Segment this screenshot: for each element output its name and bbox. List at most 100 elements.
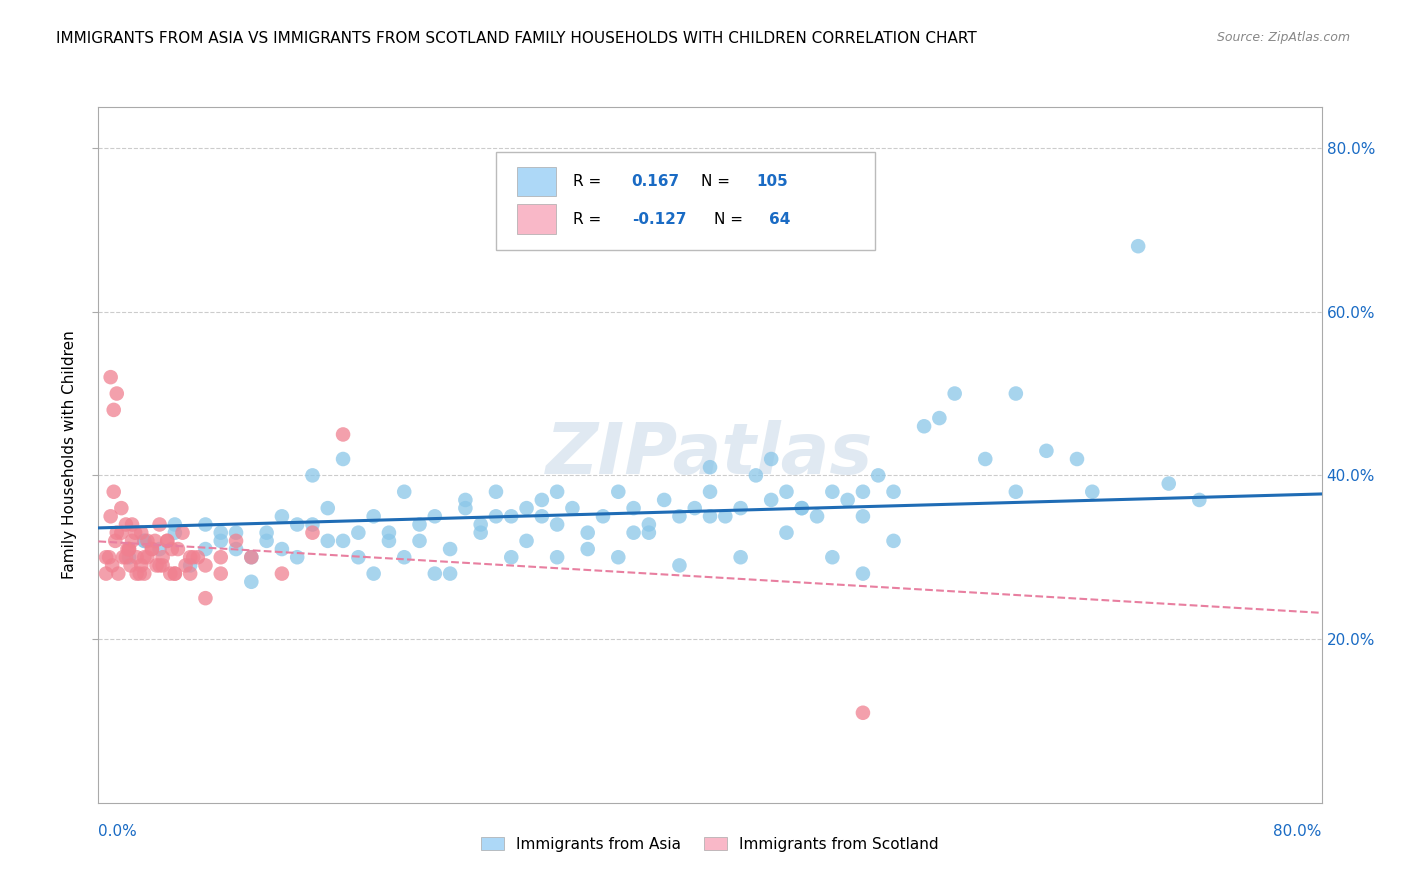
Point <box>501 509 523 524</box>
Text: IMMIGRANTS FROM ASIA VS IMMIGRANTS FROM SCOTLAND FAMILY HOUSEHOLDS WITH CHILDREN: IMMIGRANTS FROM ASIA VS IMMIGRANTS FROM … <box>56 31 977 46</box>
Point <box>301 468 323 483</box>
Point <box>110 525 132 540</box>
Point <box>240 550 263 565</box>
Point <box>128 566 150 581</box>
Point <box>285 517 308 532</box>
Point <box>1004 386 1026 401</box>
Point <box>668 509 690 524</box>
Point <box>115 517 138 532</box>
Point <box>332 452 354 467</box>
Point <box>790 501 813 516</box>
Point <box>607 550 630 565</box>
Point <box>134 533 156 548</box>
Point <box>883 484 905 499</box>
Point <box>105 386 128 401</box>
Point <box>209 566 232 581</box>
Point <box>94 550 117 565</box>
Point <box>125 550 148 565</box>
Point <box>136 533 159 548</box>
Point <box>806 509 828 524</box>
Point <box>301 525 323 540</box>
Point <box>530 509 553 524</box>
Point <box>1081 484 1104 499</box>
Point <box>714 509 737 524</box>
Point <box>974 452 997 467</box>
Point <box>134 566 156 581</box>
Point <box>1066 452 1088 467</box>
Text: N =: N = <box>702 174 735 189</box>
Point <box>1157 476 1180 491</box>
Point <box>129 525 152 540</box>
Point <box>209 525 232 540</box>
Point <box>439 542 461 557</box>
Point <box>637 525 661 540</box>
Point <box>683 501 706 516</box>
Point <box>408 517 430 532</box>
Point <box>423 566 446 581</box>
Point <box>561 501 583 516</box>
Point <box>100 370 122 384</box>
Point <box>145 558 167 573</box>
Point <box>121 533 143 548</box>
Point <box>118 542 141 557</box>
Point <box>129 558 152 573</box>
Point <box>256 533 278 548</box>
Point <box>194 558 217 573</box>
FancyBboxPatch shape <box>517 167 555 196</box>
Point <box>392 484 416 499</box>
Point <box>576 542 599 557</box>
Point <box>160 542 183 557</box>
Point <box>118 542 141 557</box>
Point <box>256 525 278 540</box>
Point <box>775 484 797 499</box>
Point <box>149 542 172 557</box>
Point <box>167 542 190 557</box>
Point <box>181 550 204 565</box>
Point <box>439 566 461 581</box>
Point <box>124 525 146 540</box>
Point <box>115 550 138 565</box>
Point <box>759 492 782 507</box>
Point <box>668 558 690 573</box>
Point <box>149 517 172 532</box>
Text: ZIPatlas: ZIPatlas <box>547 420 873 490</box>
Point <box>141 542 163 557</box>
Point <box>194 591 217 606</box>
Point <box>332 533 354 548</box>
Point <box>852 484 875 499</box>
FancyBboxPatch shape <box>517 204 555 234</box>
Point <box>285 550 308 565</box>
Point <box>1128 239 1150 253</box>
Y-axis label: Family Households with Children: Family Households with Children <box>62 331 77 579</box>
Text: R =: R = <box>574 211 606 227</box>
Point <box>699 509 721 524</box>
Point <box>172 525 194 540</box>
Point <box>117 542 139 557</box>
Point <box>607 484 630 499</box>
Point <box>152 558 174 573</box>
Point <box>623 525 645 540</box>
Point <box>775 525 797 540</box>
Point <box>107 566 129 581</box>
Point <box>179 566 201 581</box>
Point <box>546 550 568 565</box>
Point <box>100 509 122 524</box>
Point <box>454 492 477 507</box>
FancyBboxPatch shape <box>496 153 875 250</box>
Text: 64: 64 <box>769 211 790 227</box>
Point <box>852 509 875 524</box>
Point <box>98 550 121 565</box>
Legend: Immigrants from Asia, Immigrants from Scotland: Immigrants from Asia, Immigrants from Sc… <box>475 830 945 858</box>
Point <box>240 550 263 565</box>
Point <box>156 533 179 548</box>
Point <box>143 533 166 548</box>
Point <box>699 460 721 475</box>
Point <box>316 533 339 548</box>
Point <box>152 550 174 565</box>
Point <box>240 574 263 589</box>
Point <box>94 566 117 581</box>
Text: N =: N = <box>714 211 748 227</box>
Point <box>592 509 614 524</box>
Point <box>576 525 599 540</box>
Point <box>501 550 523 565</box>
